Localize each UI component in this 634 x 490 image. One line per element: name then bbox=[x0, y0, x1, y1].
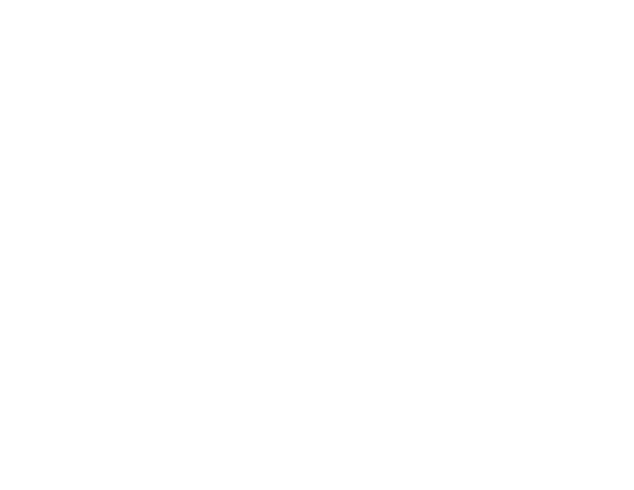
Circle shape bbox=[264, 48, 272, 56]
Text: ©weatheronline.co.uk: ©weatheronline.co.uk bbox=[496, 476, 631, 486]
Text: Fr 27-09-2024 06:00 UTC (12+114): Fr 27-09-2024 06:00 UTC (12+114) bbox=[415, 458, 631, 468]
Polygon shape bbox=[440, 0, 634, 451]
Text: 1012: 1012 bbox=[338, 389, 368, 402]
Circle shape bbox=[276, 46, 284, 54]
Text: 996: 996 bbox=[558, 52, 581, 65]
Circle shape bbox=[269, 44, 277, 52]
Text: 1000: 1000 bbox=[350, 325, 380, 339]
Polygon shape bbox=[214, 171, 268, 224]
Text: ~1024: ~1024 bbox=[15, 423, 53, 436]
Polygon shape bbox=[487, 0, 634, 451]
Text: <1008: <1008 bbox=[565, 404, 602, 416]
Polygon shape bbox=[270, 0, 634, 413]
Text: ~1008: ~1008 bbox=[412, 401, 450, 414]
Text: 992: 992 bbox=[575, 259, 597, 271]
Text: Surface pressure [hPa] CMC/GEM: Surface pressure [hPa] CMC/GEM bbox=[5, 458, 207, 468]
Text: 1004: 1004 bbox=[348, 381, 378, 393]
Polygon shape bbox=[435, 348, 580, 451]
